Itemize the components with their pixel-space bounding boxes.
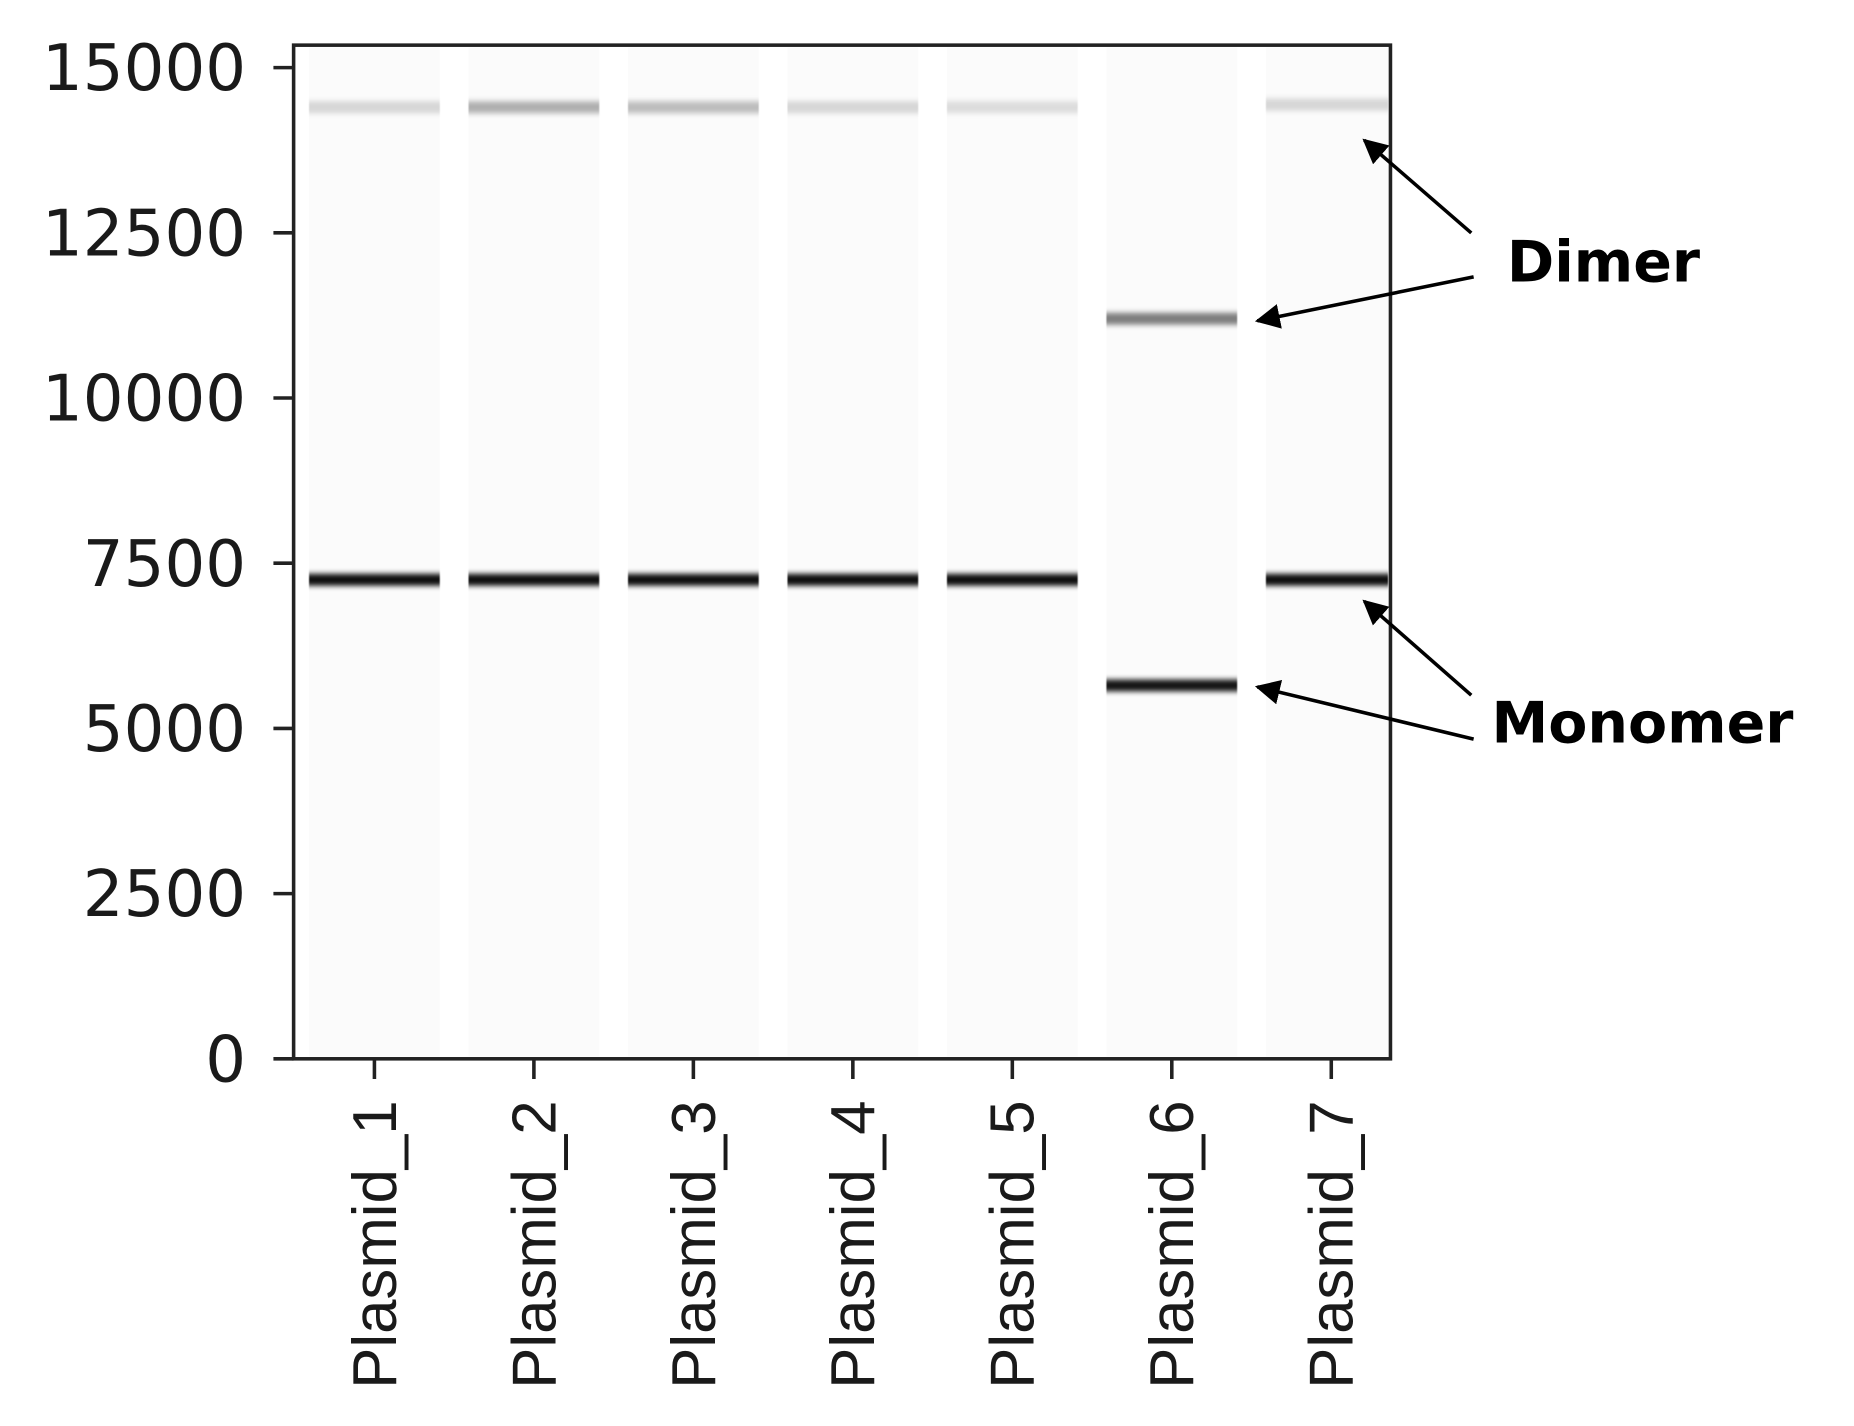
annotation-arrows bbox=[1254, 138, 1475, 741]
x-tick-label: Plasmid_6 bbox=[1138, 1100, 1207, 1388]
y-tick-label: 2500 bbox=[83, 857, 246, 932]
x-tick-label: Plasmid_5 bbox=[979, 1100, 1048, 1388]
band bbox=[787, 573, 919, 586]
x-tick-label: Plasmid_7 bbox=[1298, 1100, 1367, 1388]
y-tick-label: 5000 bbox=[83, 692, 246, 767]
band bbox=[628, 573, 759, 586]
band bbox=[628, 101, 759, 114]
band bbox=[946, 101, 1078, 114]
band bbox=[309, 101, 440, 114]
plot-frame bbox=[291, 43, 1393, 1061]
lane bbox=[628, 47, 759, 1057]
band bbox=[787, 101, 919, 114]
lane bbox=[946, 47, 1078, 1057]
x-tick-label: Plasmid_1 bbox=[341, 1100, 410, 1388]
band bbox=[468, 101, 600, 114]
band bbox=[309, 573, 440, 586]
band bbox=[1106, 679, 1238, 692]
band bbox=[468, 573, 600, 586]
band bbox=[1265, 573, 1389, 586]
x-tick-label: Plasmid_2 bbox=[500, 1100, 569, 1388]
lane bbox=[468, 47, 600, 1057]
band bbox=[1106, 312, 1238, 325]
y-tick-label: 10000 bbox=[42, 362, 246, 437]
x-tick-label: Plasmid_4 bbox=[819, 1100, 888, 1388]
annotation: Monomer bbox=[1491, 691, 1793, 757]
arrow bbox=[1254, 275, 1474, 329]
lane bbox=[1265, 47, 1389, 1057]
annotation: Dimer bbox=[1507, 230, 1700, 296]
x-tick-label: Plasmid_3 bbox=[660, 1100, 729, 1388]
y-tick-label: 0 bbox=[205, 1022, 246, 1097]
y-tick-label: 7500 bbox=[83, 527, 246, 602]
arrow bbox=[1254, 680, 1475, 741]
y-tick-label: 15000 bbox=[42, 31, 246, 106]
y-tick-label: 12500 bbox=[42, 196, 246, 271]
arrow bbox=[1362, 599, 1473, 697]
band bbox=[946, 573, 1078, 586]
lane bbox=[787, 47, 919, 1057]
arrow bbox=[1362, 138, 1473, 235]
lane bbox=[1106, 47, 1238, 1057]
lane bbox=[309, 47, 440, 1057]
band bbox=[1265, 98, 1389, 111]
